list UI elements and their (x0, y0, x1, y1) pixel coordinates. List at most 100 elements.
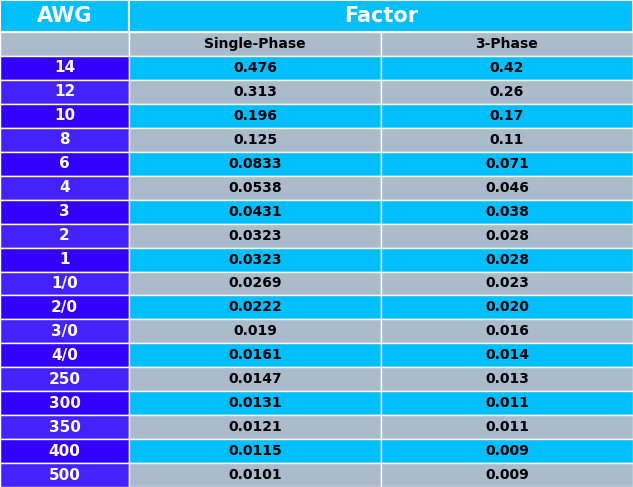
Text: AWG: AWG (37, 6, 92, 26)
Bar (381, 463, 633, 487)
Text: 0.0101: 0.0101 (228, 468, 282, 482)
Text: 0.046: 0.046 (485, 181, 529, 195)
Bar (0, 176, 129, 200)
Bar (0, 0, 129, 32)
Text: 500: 500 (49, 468, 80, 483)
Text: 12: 12 (54, 84, 75, 99)
Bar (381, 56, 633, 80)
Text: 3-Phase: 3-Phase (475, 37, 539, 51)
Bar (381, 391, 633, 415)
Text: 250: 250 (49, 372, 80, 387)
Bar (129, 56, 381, 80)
Text: 0.009: 0.009 (485, 444, 529, 458)
Text: 0.0121: 0.0121 (228, 420, 282, 434)
Text: 1/0: 1/0 (51, 276, 78, 291)
Bar (129, 80, 381, 104)
Text: 0.125: 0.125 (233, 133, 277, 147)
Bar (129, 200, 381, 224)
Bar (0, 32, 129, 56)
Bar (0, 463, 129, 487)
Bar (381, 415, 633, 439)
Bar (381, 200, 633, 224)
Bar (129, 32, 381, 56)
Bar (129, 0, 633, 32)
Text: 2/0: 2/0 (51, 300, 78, 315)
Bar (0, 152, 129, 176)
Text: 350: 350 (49, 420, 80, 434)
Text: 300: 300 (49, 396, 80, 411)
Bar (0, 80, 129, 104)
Bar (0, 415, 129, 439)
Text: 2: 2 (59, 228, 70, 243)
Text: 400: 400 (49, 444, 80, 459)
Text: 14: 14 (54, 60, 75, 75)
Bar (129, 224, 381, 247)
Bar (129, 463, 381, 487)
Text: 8: 8 (60, 132, 70, 147)
Text: 0.0431: 0.0431 (228, 205, 282, 219)
Bar (129, 319, 381, 343)
Text: 0.42: 0.42 (490, 61, 524, 75)
Text: 0.009: 0.009 (485, 468, 529, 482)
Text: 0.023: 0.023 (485, 277, 529, 290)
Bar (0, 247, 129, 271)
Bar (381, 32, 633, 56)
Bar (129, 176, 381, 200)
Bar (381, 439, 633, 463)
Bar (381, 367, 633, 391)
Text: 0.11: 0.11 (490, 133, 524, 147)
Text: 0.0115: 0.0115 (228, 444, 282, 458)
Text: 0.0147: 0.0147 (228, 372, 282, 386)
Bar (0, 200, 129, 224)
Text: 3/0: 3/0 (51, 324, 78, 339)
Bar (381, 128, 633, 152)
Bar (0, 224, 129, 247)
Text: 0.0538: 0.0538 (228, 181, 282, 195)
Bar (129, 439, 381, 463)
Bar (129, 128, 381, 152)
Text: 0.26: 0.26 (490, 85, 524, 99)
Text: 0.0131: 0.0131 (228, 396, 282, 410)
Text: 0.019: 0.019 (233, 324, 277, 338)
Text: 0.0222: 0.0222 (228, 300, 282, 315)
Bar (129, 391, 381, 415)
Bar (129, 415, 381, 439)
Text: 0.17: 0.17 (490, 109, 524, 123)
Text: 0.014: 0.014 (485, 348, 529, 362)
Text: 0.196: 0.196 (233, 109, 277, 123)
Bar (129, 247, 381, 271)
Text: 0.0833: 0.0833 (229, 157, 282, 171)
Bar (129, 104, 381, 128)
Bar (0, 391, 129, 415)
Bar (129, 271, 381, 296)
Bar (0, 56, 129, 80)
Bar (381, 271, 633, 296)
Bar (381, 176, 633, 200)
Bar (0, 104, 129, 128)
Bar (381, 319, 633, 343)
Text: 0.0323: 0.0323 (229, 228, 282, 243)
Text: 0.313: 0.313 (233, 85, 277, 99)
Bar (0, 319, 129, 343)
Text: 4: 4 (60, 180, 70, 195)
Text: 0.476: 0.476 (233, 61, 277, 75)
Bar (381, 80, 633, 104)
Bar (0, 343, 129, 367)
Text: 6: 6 (59, 156, 70, 171)
Bar (0, 271, 129, 296)
Text: 0.0323: 0.0323 (229, 253, 282, 266)
Text: 0.011: 0.011 (485, 396, 529, 410)
Text: 1: 1 (60, 252, 70, 267)
Text: 3: 3 (60, 204, 70, 219)
Bar (0, 439, 129, 463)
Text: 0.028: 0.028 (485, 253, 529, 266)
Bar (381, 152, 633, 176)
Text: 0.071: 0.071 (485, 157, 529, 171)
Text: Factor: Factor (344, 6, 418, 26)
Text: 0.0161: 0.0161 (228, 348, 282, 362)
Bar (0, 128, 129, 152)
Bar (0, 296, 129, 319)
Bar (129, 152, 381, 176)
Bar (381, 296, 633, 319)
Text: 0.038: 0.038 (485, 205, 529, 219)
